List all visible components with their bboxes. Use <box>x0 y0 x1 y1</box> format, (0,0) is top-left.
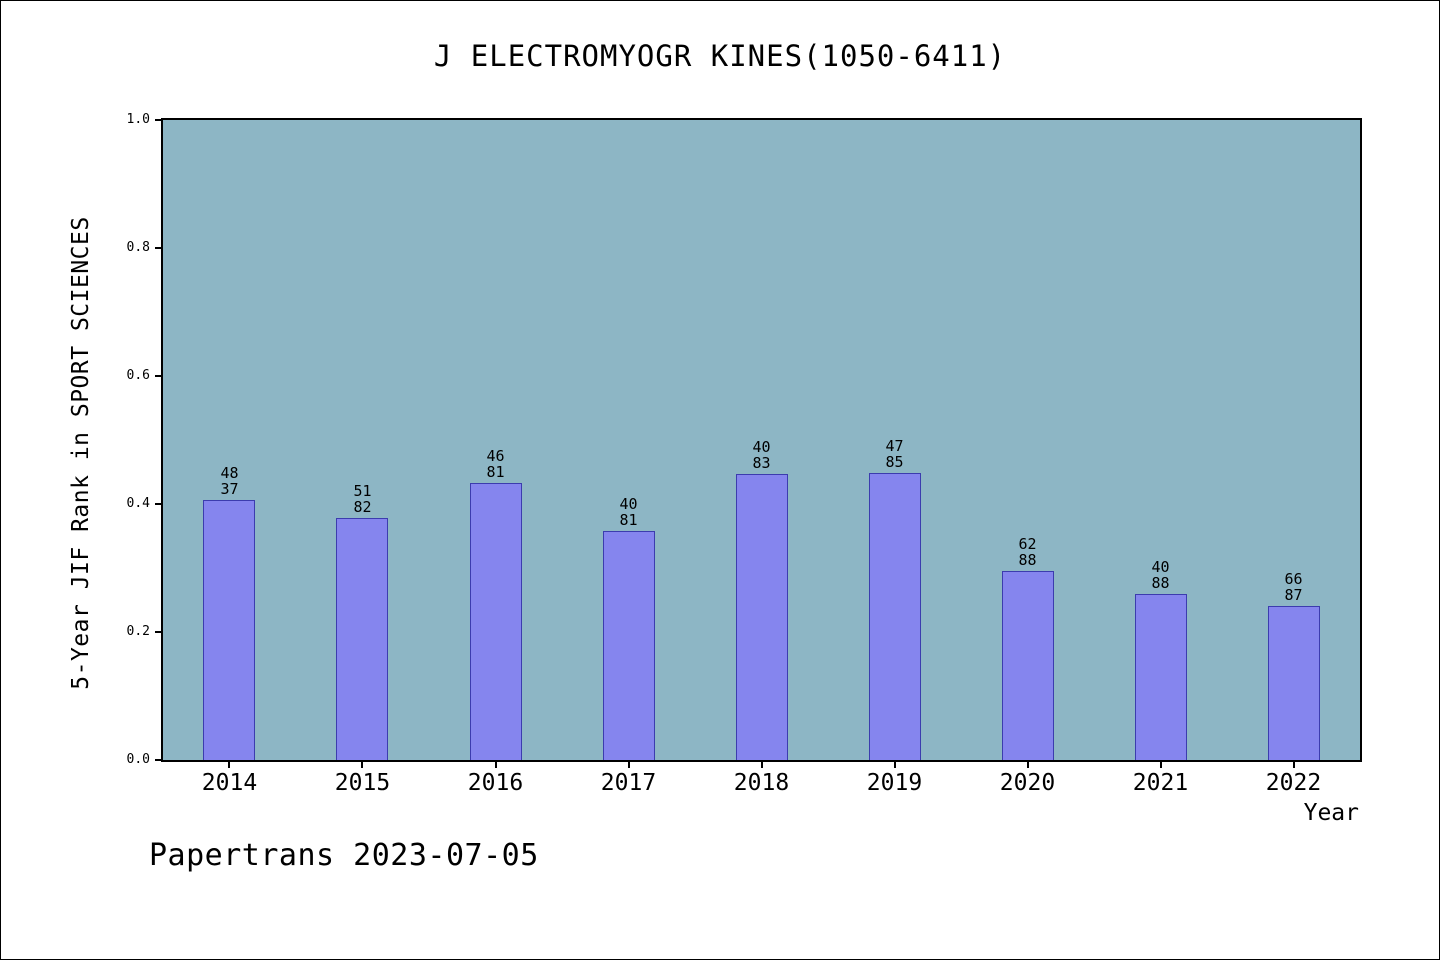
x-axis-label: Year <box>1303 800 1359 826</box>
x-tick-mark <box>494 760 497 768</box>
x-tick-label: 2015 <box>334 770 391 796</box>
x-tick-mark <box>1026 760 1029 768</box>
x-tick-mark <box>760 760 763 768</box>
bar-value-label-2021: 40 88 <box>1151 557 1170 592</box>
y-tick-label: 0.4 <box>126 496 150 511</box>
bar-value-label-2016: 46 81 <box>486 446 505 481</box>
chart-title: J ELECTROMYOGR KINES(1050-6411) <box>433 39 1007 73</box>
bar-2017 <box>602 530 655 760</box>
y-axis-label: 5-Year JIF Rank in SPORT SCIENCES <box>68 216 94 690</box>
bar-value-label-2015: 51 82 <box>353 482 372 517</box>
bar-2018 <box>735 473 788 760</box>
y-tick-mark <box>155 119 163 121</box>
x-tick-label: 2017 <box>600 770 657 796</box>
x-tick-mark <box>893 760 896 768</box>
x-tick-label: 2019 <box>866 770 923 796</box>
bar-value-label-2018: 40 83 <box>752 437 771 472</box>
bar-value-label-2017: 40 81 <box>619 494 638 529</box>
y-tick-mark <box>155 503 163 505</box>
x-tick-label: 2018 <box>733 770 790 796</box>
bar-2022 <box>1267 605 1320 760</box>
bar-2015 <box>336 518 389 760</box>
y-tick-mark <box>155 375 163 377</box>
y-tick-label: 0.8 <box>126 240 150 255</box>
bar-value-label-2022: 66 87 <box>1284 569 1303 604</box>
x-tick-label: 2020 <box>999 770 1056 796</box>
y-tick-mark <box>155 247 163 249</box>
y-tick-label: 1.0 <box>126 112 150 127</box>
watermark-text: Papertrans 2023-07-05 <box>149 838 539 873</box>
bar-value-label-2019: 47 85 <box>885 437 904 472</box>
x-tick-label: 2022 <box>1265 770 1322 796</box>
y-tick-label: 0.0 <box>126 752 150 767</box>
y-tick-label: 0.6 <box>126 368 150 383</box>
bar-2021 <box>1134 593 1187 760</box>
x-tick-mark <box>228 760 231 768</box>
bar-value-label-2014: 48 37 <box>220 463 239 498</box>
y-tick-label: 0.2 <box>126 624 150 639</box>
bar-2016 <box>469 482 522 760</box>
bar-value-label-2020: 62 88 <box>1018 535 1037 570</box>
plot-area: 48 37 2014 51 82 2015 46 81 2016 40 81 2017 40 8… <box>127 112 1362 796</box>
x-tick-label: 2016 <box>467 770 524 796</box>
y-tick-mark <box>155 759 163 761</box>
x-tick-mark <box>361 760 364 768</box>
bar-2019 <box>868 473 921 760</box>
x-tick-mark <box>1159 760 1162 768</box>
x-tick-mark <box>1292 760 1295 768</box>
bar-2020 <box>1001 571 1054 760</box>
x-tick-label: 2021 <box>1132 770 1189 796</box>
bar-2014 <box>203 499 256 760</box>
x-tick-mark <box>627 760 630 768</box>
y-tick-mark <box>155 631 163 633</box>
x-tick-label: 2014 <box>201 770 258 796</box>
